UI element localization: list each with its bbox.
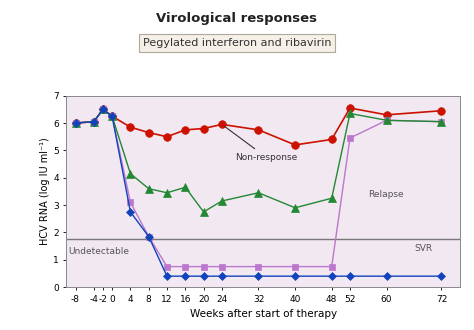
Text: Virological responses: Virological responses [156,12,318,24]
Text: Undetectable: Undetectable [69,247,130,256]
Y-axis label: HCV RNA (log IU ml⁻¹): HCV RNA (log IU ml⁻¹) [40,138,50,245]
X-axis label: Weeks after start of therapy: Weeks after start of therapy [190,309,337,319]
Text: Relapse: Relapse [368,190,404,199]
Text: SVR: SVR [414,244,432,253]
Text: Non-response: Non-response [224,126,298,162]
Text: Pegylated interferon and ribavirin: Pegylated interferon and ribavirin [143,38,331,48]
